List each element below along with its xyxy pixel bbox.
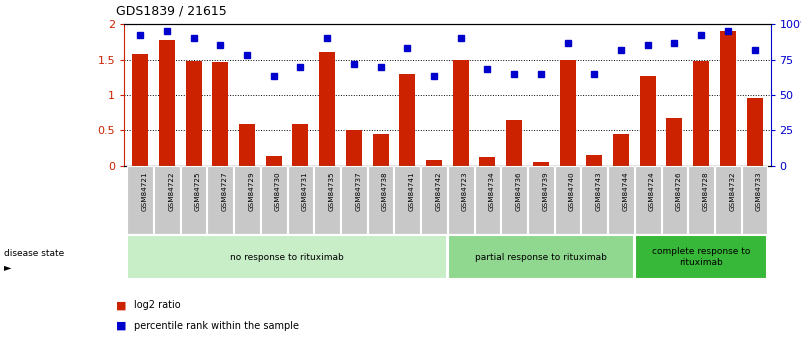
Text: complete response to
rituximab: complete response to rituximab [652, 247, 751, 267]
Bar [186, 61, 202, 166]
Text: no response to rituximab: no response to rituximab [230, 253, 344, 262]
Bar [292, 124, 308, 166]
Text: GSM84730: GSM84730 [275, 171, 281, 211]
Bar [715, 166, 741, 234]
Bar [555, 166, 581, 234]
Bar [608, 166, 634, 234]
Bar [506, 120, 522, 166]
Text: disease state: disease state [4, 249, 64, 258]
Bar [368, 166, 393, 234]
Text: GSM84735: GSM84735 [328, 171, 335, 211]
Text: partial response to rituximab: partial response to rituximab [475, 253, 607, 262]
Text: GSM84728: GSM84728 [702, 171, 708, 211]
Text: log2 ratio: log2 ratio [134, 300, 180, 310]
Bar [662, 166, 687, 234]
Bar [640, 76, 656, 166]
Bar [372, 135, 388, 166]
Text: GSM84722: GSM84722 [168, 171, 175, 211]
Text: GDS1839 / 21615: GDS1839 / 21615 [116, 4, 227, 17]
Bar [635, 166, 661, 234]
Text: GSM84723: GSM84723 [462, 171, 468, 211]
Bar [475, 166, 501, 234]
Text: GSM84736: GSM84736 [516, 171, 521, 211]
Bar [399, 73, 415, 166]
Bar [234, 166, 260, 234]
Text: GSM84725: GSM84725 [195, 171, 201, 211]
Bar [207, 166, 233, 234]
Text: GSM84731: GSM84731 [302, 171, 308, 211]
Bar [319, 52, 335, 166]
Bar [448, 236, 634, 278]
Bar [346, 129, 362, 166]
Bar [394, 166, 420, 234]
Bar [453, 59, 469, 166]
Bar [480, 157, 496, 166]
Text: GSM84724: GSM84724 [649, 171, 655, 211]
Text: percentile rank within the sample: percentile rank within the sample [134, 321, 299, 331]
Bar [586, 155, 602, 166]
Text: GSM84738: GSM84738 [382, 171, 388, 211]
Bar [239, 124, 255, 166]
Bar [582, 166, 607, 234]
Text: GSM84743: GSM84743 [596, 171, 602, 211]
Text: GSM84740: GSM84740 [569, 171, 575, 211]
Text: GSM84737: GSM84737 [355, 171, 361, 211]
Bar [127, 166, 153, 234]
Text: GSM84727: GSM84727 [222, 171, 227, 211]
Bar [720, 31, 736, 166]
Text: GSM84742: GSM84742 [435, 171, 441, 211]
Bar [159, 40, 175, 166]
Bar [747, 98, 763, 166]
Text: ■: ■ [116, 321, 127, 331]
Bar [448, 166, 473, 234]
Bar [132, 54, 148, 166]
Bar [635, 236, 767, 278]
Text: GSM84734: GSM84734 [489, 171, 495, 211]
Bar [742, 166, 767, 234]
Bar [613, 135, 629, 166]
Bar [666, 118, 682, 166]
Bar [693, 61, 709, 166]
Bar [288, 166, 313, 234]
Text: GSM84739: GSM84739 [542, 171, 548, 211]
Bar [154, 166, 179, 234]
Bar [426, 160, 442, 166]
Text: ■: ■ [116, 300, 127, 310]
Bar [212, 62, 228, 166]
Text: GSM84732: GSM84732 [729, 171, 735, 211]
Text: GSM84726: GSM84726 [676, 171, 682, 211]
Bar [560, 59, 576, 166]
Bar [181, 166, 207, 234]
Bar [314, 166, 340, 234]
Bar [421, 166, 447, 234]
Text: GSM84721: GSM84721 [142, 171, 147, 211]
Text: GSM84729: GSM84729 [248, 171, 255, 211]
Bar [533, 162, 549, 166]
Text: GSM84733: GSM84733 [756, 171, 762, 211]
Text: GSM84744: GSM84744 [622, 171, 628, 211]
Bar [501, 166, 527, 234]
Bar [266, 156, 282, 166]
Bar [127, 236, 447, 278]
Bar [341, 166, 367, 234]
Bar [528, 166, 553, 234]
Bar [261, 166, 287, 234]
Text: GSM84741: GSM84741 [409, 171, 415, 211]
Text: ►: ► [4, 263, 11, 272]
Bar [688, 166, 714, 234]
